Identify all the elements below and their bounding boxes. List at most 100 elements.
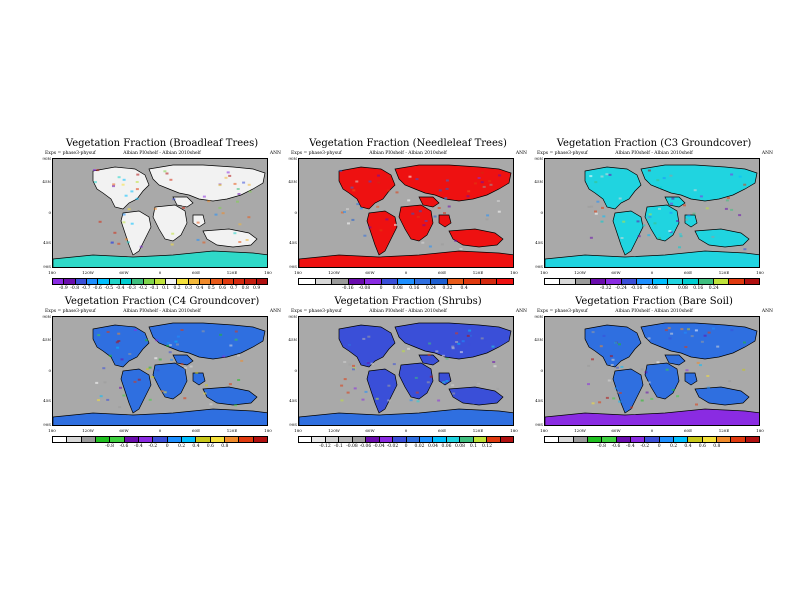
lon-label: 120E [718, 428, 730, 433]
colorbar-swatch [95, 437, 111, 442]
map-speckle [683, 204, 686, 207]
map-speckle [445, 187, 449, 190]
map-speckle [589, 175, 593, 178]
colorbar-tick-label: 0.24 [708, 286, 719, 291]
map-speckle [591, 331, 595, 334]
map-speckle [98, 220, 102, 223]
map-speckle [684, 346, 688, 348]
colorbar-swatch [545, 437, 560, 442]
map-speckle [95, 381, 99, 384]
map-speckle [339, 169, 343, 172]
map-speckle [645, 391, 649, 394]
map-speckle [350, 186, 354, 189]
map-speckle [121, 183, 125, 186]
land-mass [398, 204, 434, 242]
map-speckle [202, 195, 206, 198]
lat-label: 90S [289, 264, 297, 269]
lon-label: 180 [540, 270, 548, 275]
map-speckle [599, 345, 603, 348]
land-mass [92, 166, 150, 210]
map-speckle [130, 222, 134, 225]
colorbar-swatch [398, 279, 415, 284]
map-speckle [385, 218, 389, 221]
land-mass [192, 372, 206, 386]
map-speckle [454, 239, 458, 242]
map-speckle [407, 347, 411, 350]
map-speckle [687, 214, 691, 217]
map-speckle [695, 403, 698, 406]
colorbar-tick-label: -0.12 [319, 444, 331, 449]
colorbar-tick-label: -0.32 [599, 286, 612, 291]
map-speckle [133, 329, 137, 331]
colorbar-swatch [75, 279, 87, 284]
map-speckle [176, 343, 179, 346]
colorbar-swatch [312, 437, 326, 442]
map-speckle [427, 353, 431, 356]
map-area [52, 316, 268, 426]
colorbar-swatch [53, 437, 68, 442]
map-speckle [168, 344, 172, 347]
map-speckle [415, 178, 419, 181]
lon-label: 180 [264, 270, 272, 275]
map-speckle [437, 207, 441, 209]
lat-label: 90S [535, 264, 543, 269]
lat-label: 45S [289, 398, 297, 403]
lat-label: 90N [288, 156, 297, 161]
colorbar-swatch [431, 279, 448, 284]
map-speckle [106, 331, 110, 333]
map-speckle [647, 169, 651, 172]
lat-label: 45N [42, 337, 51, 342]
map-speckle [678, 233, 682, 236]
map-speckle [647, 337, 651, 340]
colorbar-tick-label: 0 [665, 286, 669, 291]
panel-shrubs: Vegetation Fraction (Shrubs) Exps = phase… [288, 296, 528, 476]
map-speckle [670, 332, 674, 335]
map-speckle [605, 173, 609, 176]
map-speckle [620, 365, 624, 368]
colorbar-swatch [545, 279, 561, 284]
colorbar-swatch [713, 279, 730, 284]
map-speckle [158, 358, 162, 361]
lon-label: 60E [191, 270, 200, 275]
colorbar-swatch [497, 279, 513, 284]
map-speckle [440, 243, 444, 246]
colorbar-swatch [211, 279, 223, 284]
land-mass [366, 368, 398, 414]
map-speckle [118, 406, 122, 409]
map-speckle [648, 215, 652, 218]
map-speckle [103, 381, 107, 384]
map-speckle [607, 379, 611, 382]
map-speckle [658, 237, 661, 240]
lon-label: 180 [756, 428, 764, 433]
lon-label: 180 [510, 270, 518, 275]
lon-label: 120E [472, 428, 484, 433]
map-speckle [201, 330, 205, 333]
map-speckle [340, 384, 344, 387]
lat-label: 0 [48, 210, 51, 215]
colorbar-tick-label: -0.6 [93, 286, 102, 291]
map-speckle [237, 379, 241, 381]
colorbar-swatch [645, 437, 660, 442]
map-speckle [480, 171, 484, 174]
colorbar-swatch [731, 437, 746, 442]
lon-label: 180 [510, 428, 518, 433]
map-speckle [218, 184, 222, 187]
land-mass [394, 322, 512, 360]
colorbar-tick-label: -0.4 [134, 444, 143, 449]
map-speckle [234, 404, 238, 407]
map-speckle [240, 359, 244, 362]
colorbar-tick-label: 0.1 [469, 444, 478, 449]
map-speckle [477, 177, 481, 179]
map-speckle [743, 248, 747, 251]
map-speckle [692, 212, 696, 215]
lon-label: 180 [48, 270, 56, 275]
map-speckle [443, 192, 447, 195]
land-mass [448, 386, 504, 406]
map-speckle [467, 190, 471, 193]
land-mass [148, 164, 266, 202]
map-speckle [598, 401, 602, 404]
lon-label: 180 [756, 270, 764, 275]
panel-title: Vegetation Fraction (Bare Soil) [575, 296, 733, 307]
map-speckle [110, 241, 114, 244]
map-speckle [135, 197, 139, 200]
